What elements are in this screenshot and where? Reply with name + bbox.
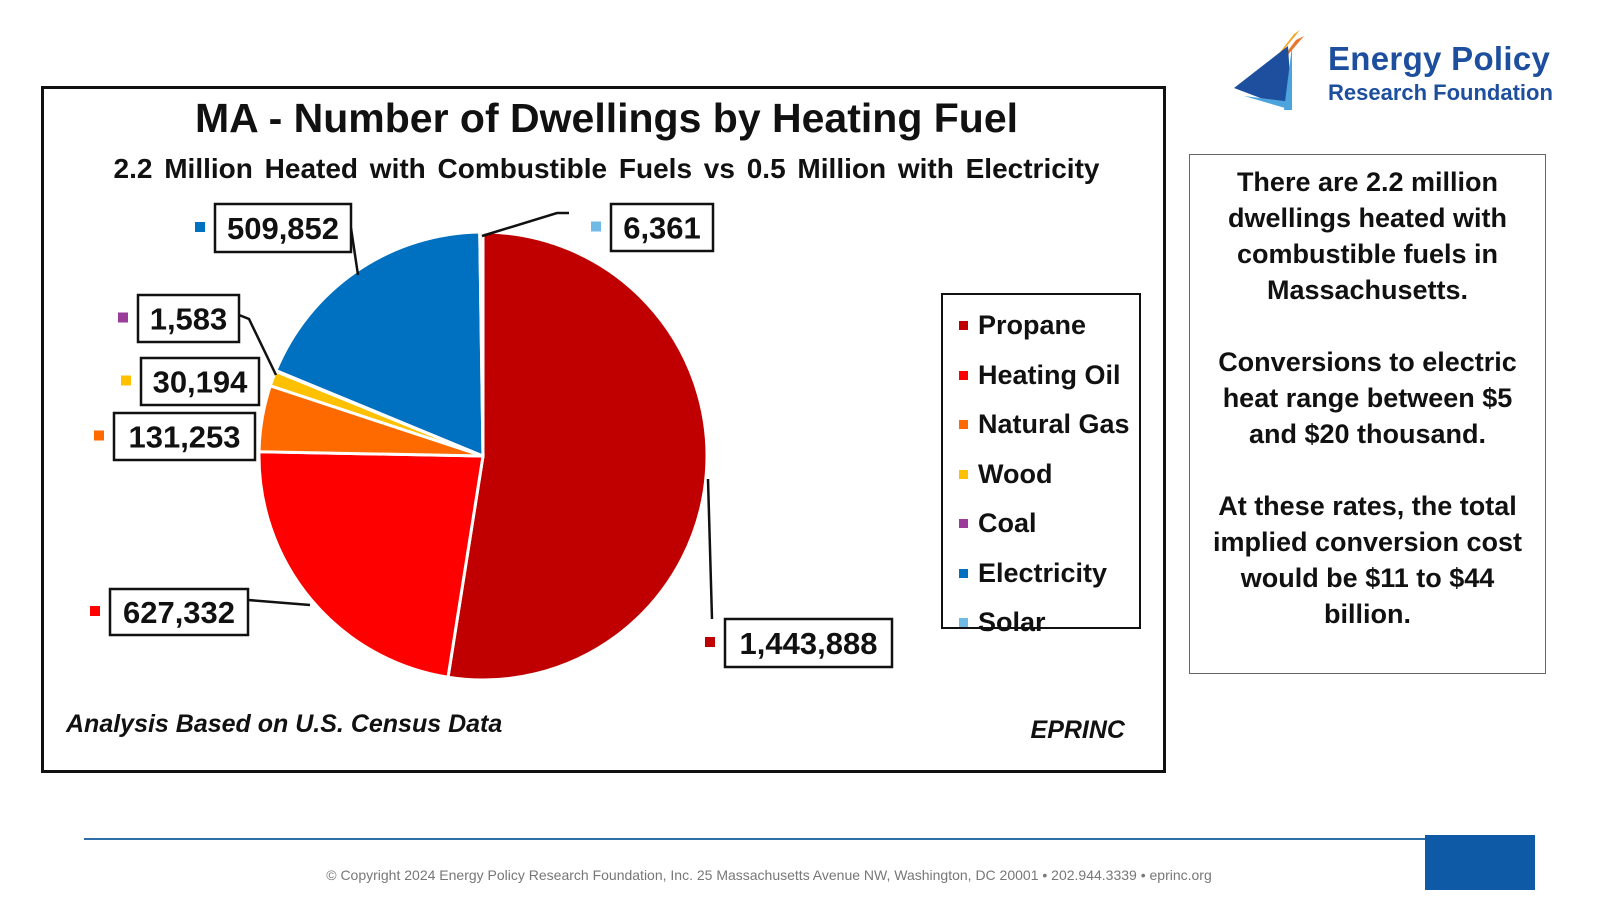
data-label-swatch-propane	[705, 637, 715, 647]
legend-swatch	[959, 321, 968, 331]
data-label-solar: 6,361	[623, 211, 701, 246]
leader-line-coal	[238, 313, 278, 376]
legend-swatch	[959, 420, 968, 430]
data-label-box-heating-oil	[108, 587, 250, 637]
legend-label: Wood	[978, 458, 1053, 489]
data-label-swatch-heating-oil	[90, 606, 100, 616]
data-label-heating-oil: 627,332	[123, 595, 235, 630]
data-label-box-coal	[136, 293, 241, 344]
side-paragraph-2: Conversions to electric heat range betwe…	[1218, 347, 1517, 449]
data-label-box-propane	[723, 617, 894, 669]
data-label-wood: 30,194	[153, 365, 249, 400]
footer-block	[1425, 835, 1535, 890]
leader-line-heating-oil	[247, 598, 311, 607]
pie-chart: 1,443,888 627,332 131,253 30,194 1,583 509,85…	[90, 202, 894, 682]
data-label-coal: 1,583	[150, 302, 228, 337]
legend-item-electricity: Electricity	[943, 549, 1139, 599]
legend-item-natural-gas: Natural Gas	[943, 400, 1139, 450]
data-label-swatch-solar	[591, 221, 601, 232]
pie-slice-heating-oil	[257, 450, 485, 679]
legend-label: Propane	[978, 310, 1087, 341]
data-label-box-solar	[609, 202, 715, 253]
logo-subtitle: Research Foundation	[1328, 80, 1553, 105]
leader-line-propane	[706, 478, 714, 620]
footer-copyright: © Copyright 2024 Energy Policy Research …	[326, 867, 1212, 883]
footer-rule	[84, 838, 1430, 840]
data-label-box-natural-gas	[112, 411, 257, 462]
chart-legend: Propane Heating Oil Natural Gas Wood Coal Ele…	[941, 293, 1141, 637]
legend-item-solar: Solar	[943, 598, 1139, 648]
legend-item-heating-oil: Heating Oil	[943, 351, 1139, 401]
side-paragraph-3: At these rates, the total implied conver…	[1212, 491, 1523, 629]
data-label-box-wood	[139, 356, 261, 407]
legend-label: Natural Gas	[978, 409, 1130, 440]
chart-subtitle: 2.2 Million Heated with Combustible Fuel…	[113, 153, 1100, 184]
legend-label: Coal	[978, 508, 1037, 539]
logo-title: Energy Policy	[1328, 40, 1551, 77]
legend-item-wood: Wood	[943, 450, 1139, 500]
legend-label: Electricity	[978, 557, 1108, 588]
pie-slice-propane	[446, 230, 709, 682]
data-label-electricity: 509,852	[227, 211, 339, 246]
leader-line-solar	[481, 211, 569, 238]
side-text-box: There are 2.2 million dwellings heated w…	[1189, 154, 1546, 674]
legend-item-coal: Coal	[943, 499, 1139, 549]
legend-swatch	[959, 370, 968, 380]
legend-swatch	[959, 568, 968, 578]
chart-source: EPRINC	[1030, 716, 1125, 744]
data-label-swatch-electricity	[195, 222, 205, 232]
legend-item-propane: Propane	[943, 301, 1139, 351]
legend-label: Heating Oil	[978, 359, 1121, 390]
pie-slice-solar	[478, 230, 485, 457]
chart-note: Analysis Based on U.S. Census Data	[66, 710, 503, 738]
data-label-natural-gas: 131,253	[128, 420, 240, 455]
legend-label: Solar	[978, 607, 1046, 638]
side-paragraph-1: There are 2.2 million dwellings heated w…	[1227, 167, 1508, 305]
data-label-swatch-coal	[118, 312, 128, 323]
data-label-swatch-natural-gas	[94, 430, 104, 441]
data-label-propane: 1,443,888	[740, 626, 878, 661]
eprinc-logo: Energy Policy Research Foundation	[1234, 24, 1586, 116]
legend-swatch	[959, 618, 968, 628]
data-label-box-electricity	[213, 202, 353, 254]
data-label-swatch-wood	[121, 375, 131, 386]
chart-panel: 1,443,888 627,332 131,253 30,194 1,583 509,85…	[41, 86, 1166, 773]
chart-title: MA - Number of Dwellings by Heating Fuel	[194, 95, 1019, 141]
logo-mark-icon	[1234, 30, 1304, 110]
legend-swatch	[959, 469, 968, 479]
legend-swatch	[959, 519, 968, 529]
